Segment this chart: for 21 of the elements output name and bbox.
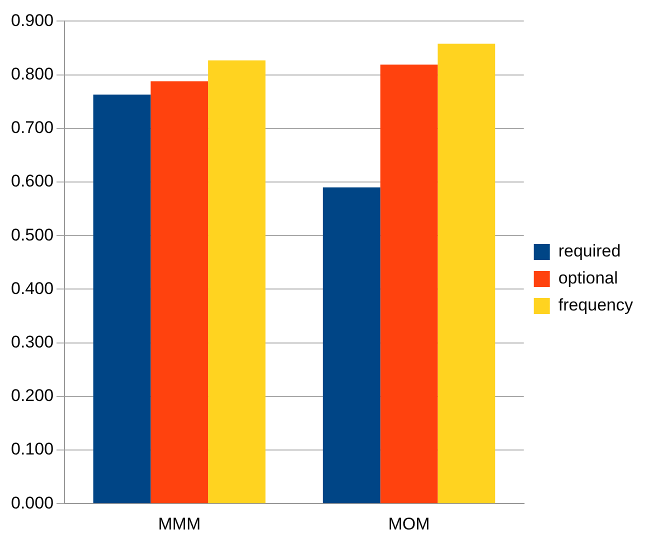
- bar: [380, 64, 438, 504]
- y-tick-label: 0.700: [10, 118, 54, 138]
- x-tick-label: MMM: [158, 514, 201, 534]
- legend-label: optional: [558, 268, 618, 288]
- y-tick-label: 0.000: [10, 493, 54, 512]
- bar: [93, 94, 151, 504]
- y-tick-label: 0.200: [10, 386, 54, 406]
- y-tick-label: 0.500: [10, 225, 54, 244]
- y-tick-label: 0.900: [10, 10, 54, 30]
- y-tick-label: 0.600: [10, 172, 54, 191]
- y-tick-label: 0.800: [10, 64, 54, 84]
- legend-label: frequency: [558, 296, 634, 315]
- x-tick-label: MOM: [388, 514, 430, 534]
- bar: [322, 187, 380, 504]
- y-tick-label: 0.100: [10, 440, 54, 459]
- y-tick-label: 0.300: [10, 332, 54, 352]
- y-tick-label: 0.400: [10, 278, 54, 298]
- legend-label: required: [558, 242, 621, 261]
- bar: [150, 81, 208, 504]
- bar: [438, 44, 496, 504]
- bar: [208, 60, 266, 504]
